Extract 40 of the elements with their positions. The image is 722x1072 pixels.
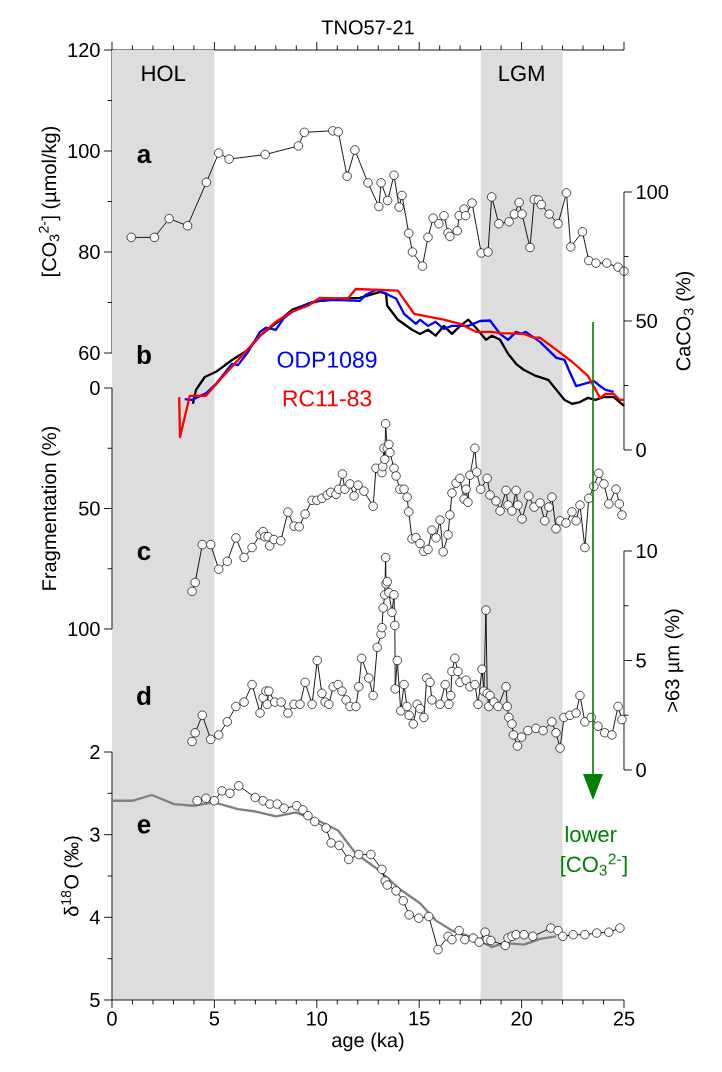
annotation: e — [137, 819, 151, 834]
annotation: d — [137, 685, 151, 706]
y-axis-title: [CO$_{3}$$^{2-}$] (µmol/kg) — [38, 126, 61, 276]
x-tick-label: 5 — [209, 1011, 220, 1026]
y2-tick-label: 100 — [637, 184, 669, 200]
text: RC11-83 — [283, 390, 372, 407]
annotation: c — [137, 545, 151, 561]
y-tick-label: 120 — [68, 42, 100, 58]
x-tick-label: 25 — [613, 1011, 635, 1026]
y-tick-label: 5 — [90, 993, 100, 1007]
y-axis-title: Fragmentation (%) — [41, 426, 61, 590]
y2-tick-label: 50 — [636, 313, 657, 329]
x-tick-label: 15 — [409, 1011, 430, 1026]
y-tick-label: 100 — [68, 143, 100, 159]
y-tick-label: 50 — [79, 501, 100, 516]
y2-tick-label: 10 — [637, 543, 657, 559]
band-label: LGM — [499, 65, 544, 82]
y-axis-title: δ$^{18}$O (‰) — [61, 836, 83, 916]
y-tick-label: 4 — [89, 910, 100, 925]
y2-axis-title: CaCO$_{3}$ (%) — [675, 271, 695, 371]
y-tick-label: 3 — [90, 827, 100, 842]
y2-tick-label: 5 — [636, 653, 646, 668]
band-label: HOL — [142, 65, 186, 82]
y-tick-label: 2 — [90, 745, 100, 759]
y-tick-label: 100 — [68, 621, 100, 637]
y2-tick-label: 0 — [636, 442, 646, 458]
y2-axis-title: >63 µm (%) — [664, 609, 684, 712]
x-tick-label: 10 — [307, 1011, 328, 1026]
annotation: b — [137, 345, 151, 365]
y-tick-label: 0 — [90, 380, 100, 396]
y-tick-label: 80 — [79, 244, 100, 260]
y2-tick-label: 0 — [636, 762, 646, 778]
annotation: a — [137, 148, 152, 164]
x-tick-label: 20 — [511, 1011, 532, 1026]
chart-title: TNO57-21 — [321, 20, 414, 35]
series-label: ODP1089 — [277, 351, 377, 368]
x-axis-title: age (ka) — [332, 1032, 404, 1052]
x-tick-label: 0 — [107, 1011, 117, 1026]
annotation: lower [CO$_{3}$$^{2-}$] — [561, 825, 627, 877]
y-tick-label: 60 — [79, 345, 100, 361]
